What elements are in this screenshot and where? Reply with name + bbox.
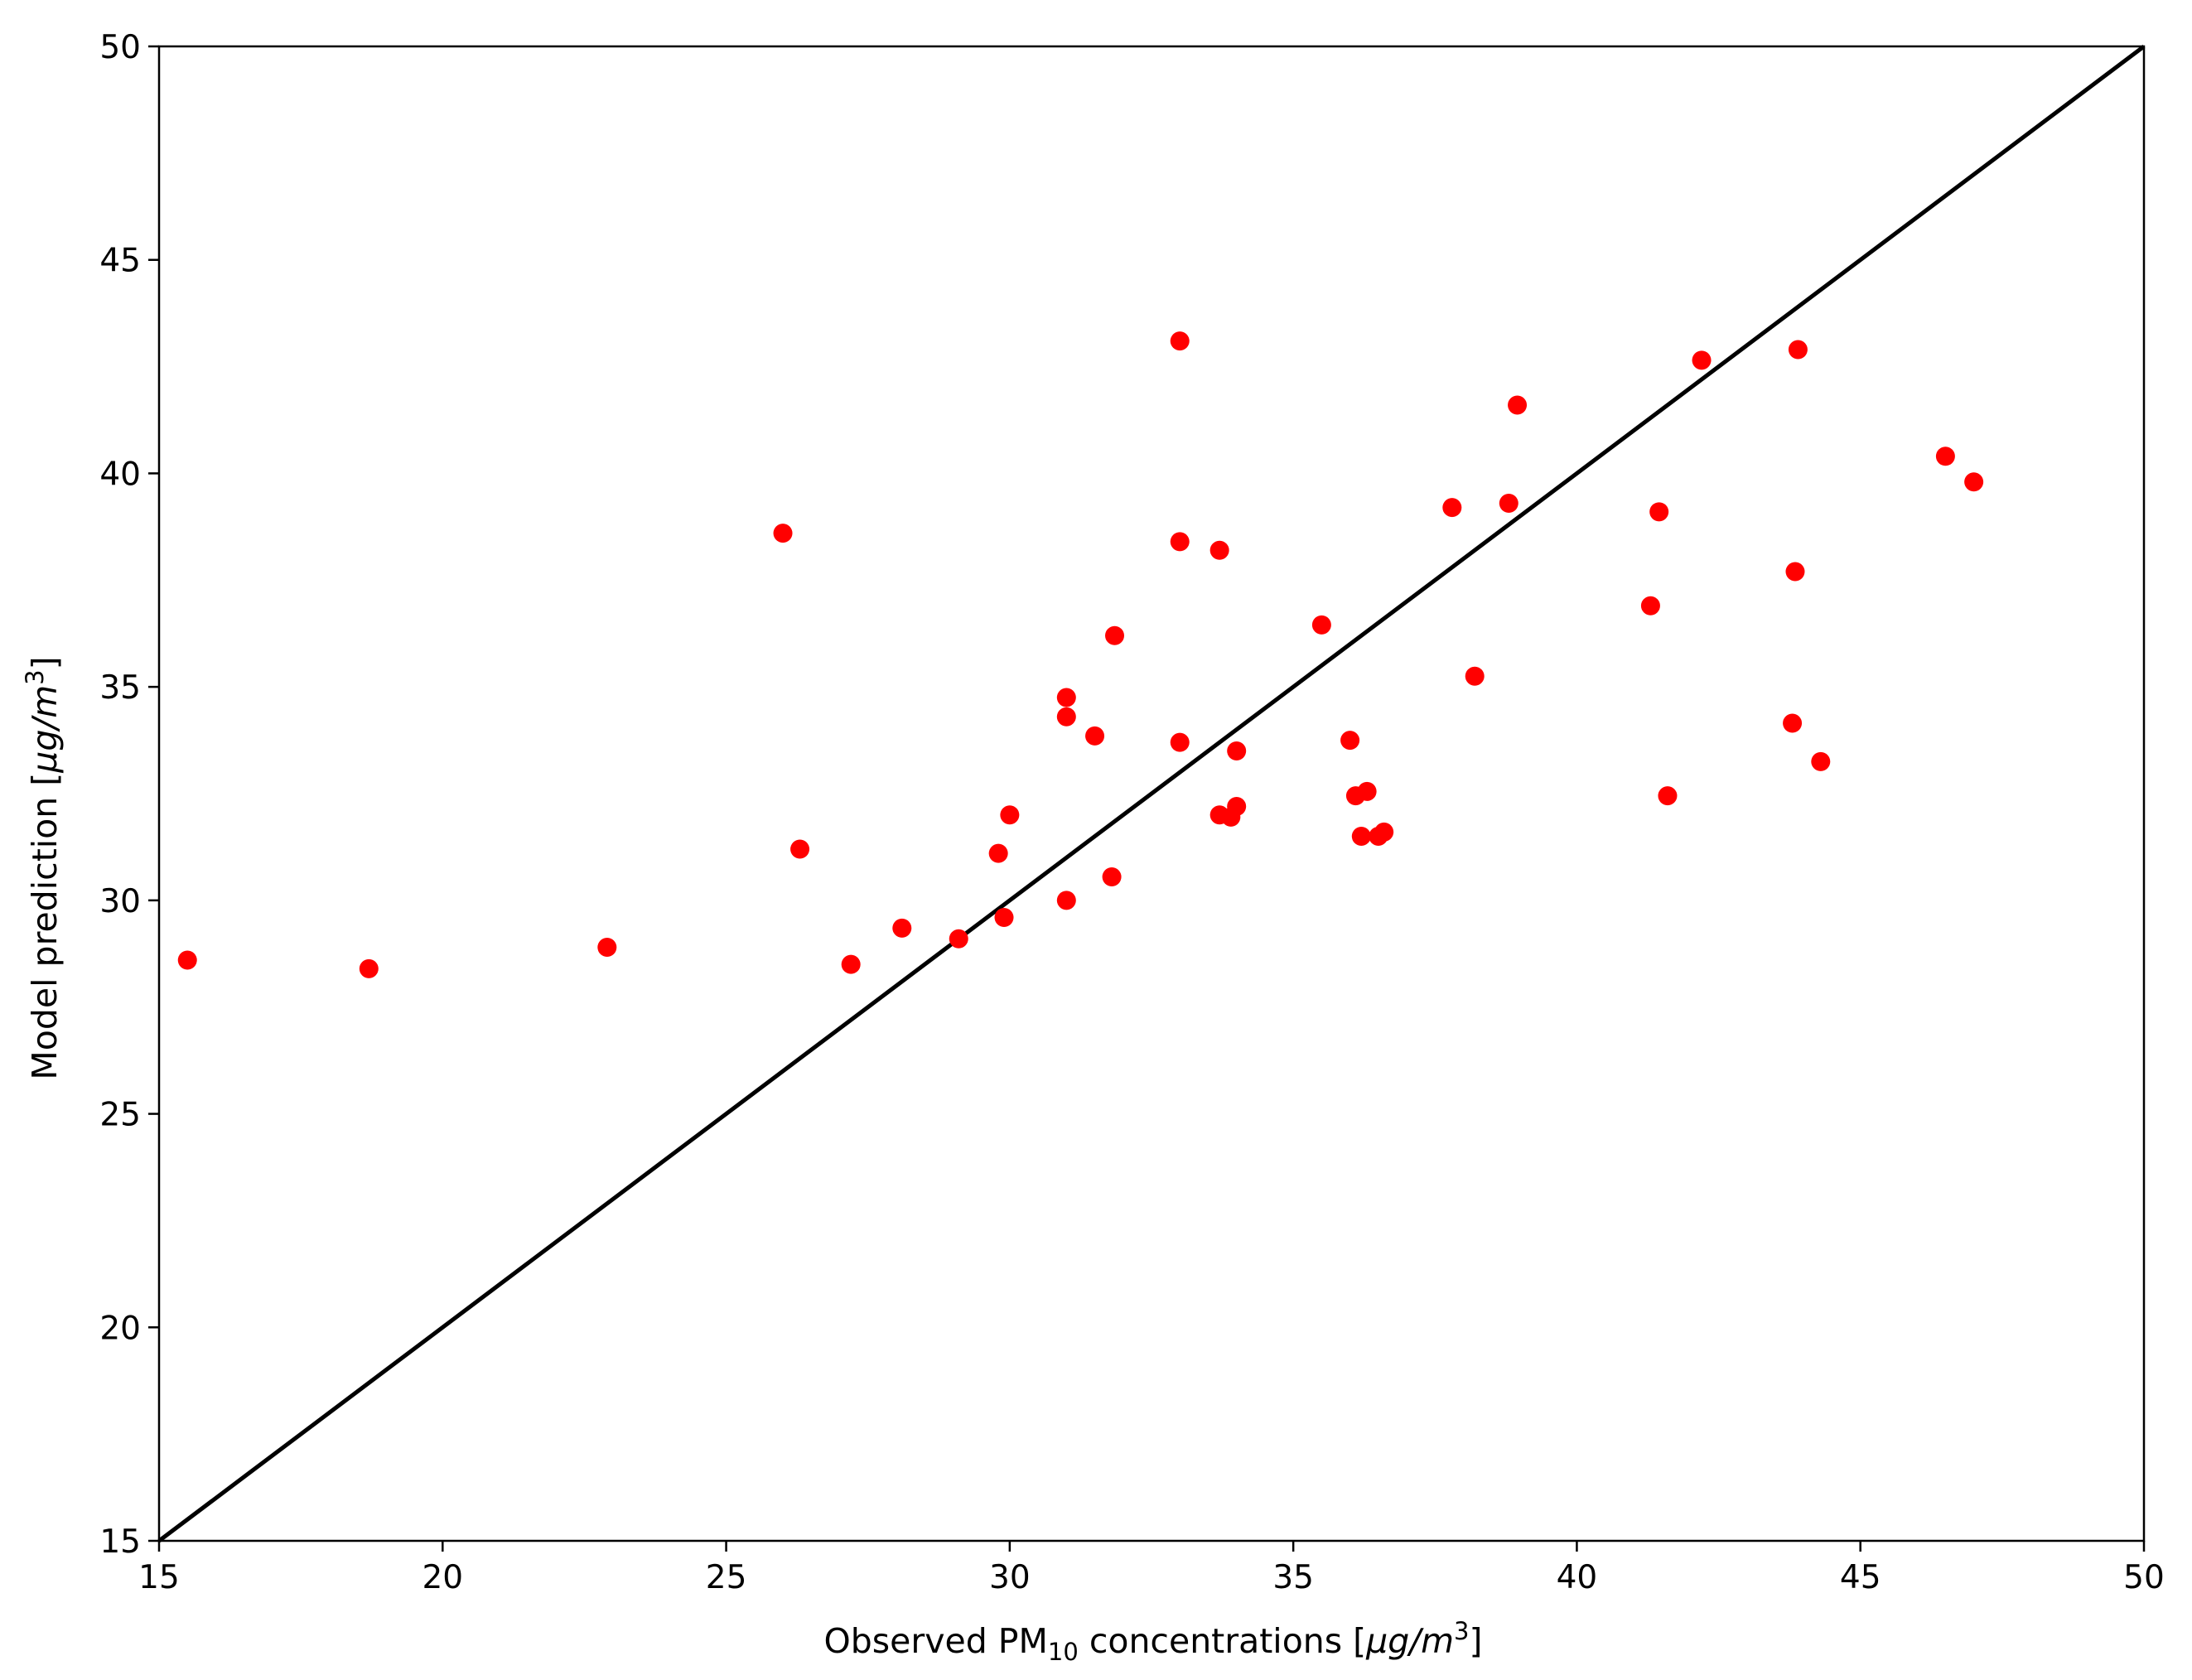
data-point (1056, 707, 1076, 727)
data-point (1640, 596, 1660, 616)
data-point (841, 954, 861, 974)
data-point (892, 918, 912, 938)
axes-layer (157, 45, 2146, 1542)
data-point (1649, 502, 1669, 522)
data-point (1227, 796, 1247, 816)
data-point (1105, 625, 1125, 645)
data-point (1499, 494, 1518, 514)
y-tick-label: 50 (99, 29, 141, 66)
data-point (1783, 713, 1803, 733)
data-point (790, 839, 810, 859)
data-point (1170, 331, 1190, 351)
x-tick-label: 50 (2123, 1559, 2165, 1596)
data-point (1374, 822, 1394, 842)
data-point (1658, 786, 1678, 806)
data-point (1170, 532, 1190, 552)
x-tick-label: 15 (138, 1559, 180, 1596)
data-point (1056, 688, 1076, 707)
data-point (949, 929, 968, 949)
data-point (994, 907, 1014, 927)
y-axis-label: Model prediction [μg/m3] (21, 656, 65, 1079)
data-point (1000, 805, 1020, 825)
data-point (1692, 350, 1712, 370)
data-point (1465, 666, 1485, 686)
data-point (773, 524, 793, 543)
x-axis-label: Observed PM10 concentrations [μg/m3] (823, 1617, 1482, 1666)
y-tick-label: 15 (99, 1523, 141, 1561)
identity-reference-line (157, 45, 2146, 1542)
x-tick-label: 30 (989, 1559, 1031, 1596)
data-point (359, 958, 379, 978)
y-tick-label: 20 (99, 1310, 141, 1347)
data-point (1227, 741, 1247, 760)
data-point (1170, 732, 1190, 752)
data-point (1788, 340, 1808, 360)
y-tick-label: 35 (99, 669, 141, 707)
y-ticks-layer: 15 20 25 30 35 40 45 50 (99, 29, 159, 1561)
data-point (1085, 726, 1105, 746)
x-tick-label: 45 (1840, 1559, 1881, 1596)
reference-line-layer (157, 45, 2146, 1542)
data-point (1964, 472, 1984, 492)
data-point (1935, 447, 1955, 466)
x-tick-label: 35 (1272, 1559, 1314, 1596)
data-point (1811, 751, 1831, 771)
data-point (1785, 562, 1805, 582)
data-points-layer (177, 331, 1984, 978)
plot-frame (157, 45, 2146, 1542)
data-point (1357, 781, 1377, 801)
x-tick-label: 20 (422, 1559, 463, 1596)
data-point (1209, 540, 1229, 560)
data-point (1102, 867, 1122, 887)
x-tick-label: 25 (706, 1559, 747, 1596)
data-point (988, 843, 1008, 863)
y-tick-label: 40 (99, 456, 141, 493)
data-point (1351, 827, 1371, 847)
data-point (1311, 615, 1331, 635)
y-tick-label: 30 (99, 883, 141, 920)
data-point (597, 938, 617, 958)
y-tick-label: 45 (99, 243, 141, 280)
data-point (1442, 498, 1462, 518)
y-tick-label: 25 (99, 1097, 141, 1134)
data-point (1340, 731, 1360, 751)
x-tick-label: 40 (1557, 1559, 1598, 1596)
x-ticks-layer: 15 20 25 30 35 40 45 50 (138, 1541, 2165, 1596)
data-point (177, 950, 197, 970)
data-point (1056, 891, 1076, 910)
data-point (1508, 395, 1528, 415)
